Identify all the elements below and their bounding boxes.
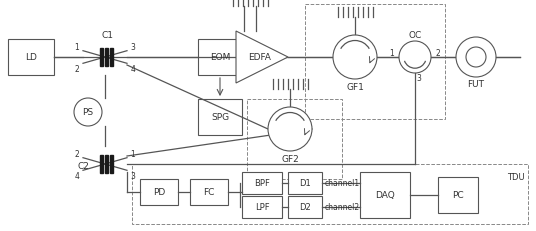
Text: 1: 1 [75, 43, 79, 52]
FancyBboxPatch shape [190, 179, 228, 205]
Text: FC: FC [203, 188, 215, 197]
Text: 3: 3 [131, 172, 136, 181]
Text: GF2: GF2 [281, 155, 299, 164]
Text: OC: OC [408, 30, 422, 39]
Text: TDU: TDU [508, 172, 525, 181]
Circle shape [399, 42, 431, 74]
Text: D2: D2 [299, 203, 311, 212]
Text: LD: LD [25, 53, 37, 62]
Text: 2: 2 [75, 150, 79, 159]
FancyBboxPatch shape [100, 155, 103, 173]
FancyBboxPatch shape [8, 40, 54, 76]
Text: 3: 3 [131, 43, 136, 52]
Text: EDFA: EDFA [248, 53, 271, 62]
Text: 2: 2 [435, 48, 440, 57]
Circle shape [74, 99, 102, 126]
Text: 4: 4 [75, 172, 79, 181]
Circle shape [268, 108, 312, 151]
Text: 1: 1 [131, 150, 136, 159]
FancyBboxPatch shape [105, 49, 108, 67]
Text: D1: D1 [299, 179, 311, 188]
FancyBboxPatch shape [100, 49, 103, 67]
FancyBboxPatch shape [288, 172, 322, 194]
FancyBboxPatch shape [242, 196, 282, 218]
FancyBboxPatch shape [105, 155, 108, 173]
Text: PD: PD [153, 188, 165, 197]
FancyBboxPatch shape [198, 100, 242, 135]
Text: 2: 2 [75, 65, 79, 74]
FancyBboxPatch shape [438, 177, 478, 213]
Text: GF1: GF1 [346, 83, 364, 92]
Text: PC: PC [452, 191, 464, 200]
Text: DAQ: DAQ [375, 191, 395, 200]
Text: SPG: SPG [211, 113, 229, 122]
Text: 4: 4 [131, 65, 136, 74]
Text: 1: 1 [389, 48, 394, 57]
Circle shape [466, 48, 486, 68]
Text: C1: C1 [101, 30, 113, 39]
FancyBboxPatch shape [140, 179, 178, 205]
Text: channel2: channel2 [325, 203, 360, 212]
Text: PS: PS [83, 108, 94, 117]
Text: C2: C2 [77, 162, 89, 171]
Text: LPF: LPF [255, 203, 269, 212]
FancyBboxPatch shape [242, 172, 282, 194]
FancyBboxPatch shape [109, 49, 113, 67]
Text: BPF: BPF [254, 179, 270, 188]
FancyBboxPatch shape [198, 40, 242, 76]
FancyBboxPatch shape [288, 196, 322, 218]
Polygon shape [236, 32, 288, 84]
Text: channel1: channel1 [325, 179, 360, 188]
Text: EOM: EOM [210, 53, 230, 62]
Circle shape [333, 36, 377, 80]
Text: 3: 3 [416, 74, 421, 83]
FancyBboxPatch shape [109, 155, 113, 173]
Text: FUT: FUT [467, 80, 485, 89]
Circle shape [456, 38, 496, 78]
FancyBboxPatch shape [360, 172, 410, 218]
